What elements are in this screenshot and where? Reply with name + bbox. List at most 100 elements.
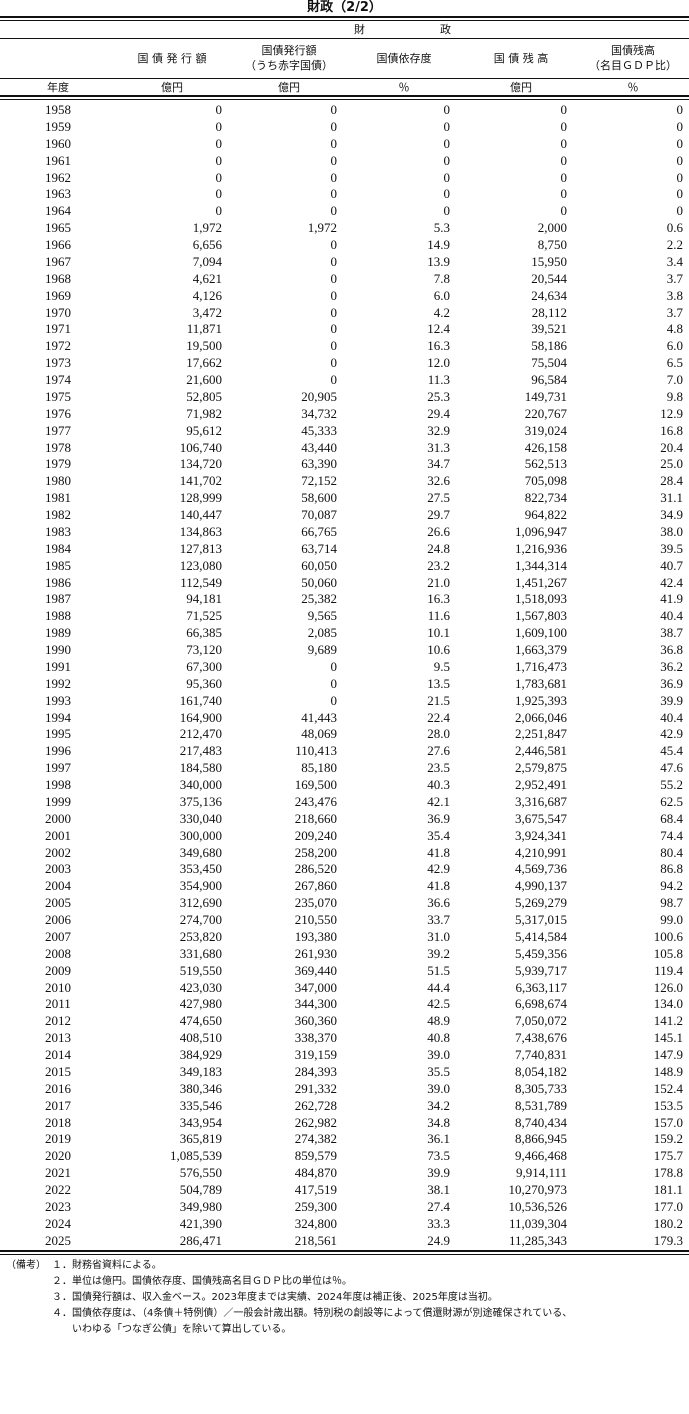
table-row: 1995 212,470 48,069 28.0 2,251,847 42.9 bbox=[0, 726, 689, 743]
cell-issuance: 274,700 bbox=[179, 912, 222, 927]
table-bottom-rule bbox=[0, 1250, 689, 1255]
cell-outstanding: 1,451,267 bbox=[515, 574, 567, 590]
cell-outstanding: 7,740,831 bbox=[515, 1047, 567, 1062]
table-row: 2022 504,789 417,519 38.1 10,270,973 181.1 bbox=[0, 1182, 689, 1199]
note-item: いわゆる「つなぎ公債」を除いて算出している。 bbox=[52, 1324, 292, 1335]
cell-dependency: 25.3 bbox=[427, 388, 450, 404]
cell-gdp-ratio: 0 bbox=[676, 203, 684, 219]
cell-outstanding: 11,285,343 bbox=[508, 1232, 567, 1248]
cell-outstanding: 2,579,875 bbox=[515, 760, 567, 776]
cell-issuance: 1,085,539 bbox=[170, 1148, 222, 1164]
cell-deficit-bonds: 0 bbox=[330, 135, 338, 151]
note-item: ２．単位は億円。国債依存度、国債残高名目ＧＤＰ比の単位は％。 bbox=[52, 1276, 352, 1287]
cell-year: 1967 bbox=[45, 253, 71, 269]
cell-issuance: 66,385 bbox=[186, 625, 222, 641]
notes-label: （備考） bbox=[6, 1260, 46, 1271]
cell-deficit-bonds: 259,300 bbox=[294, 1198, 337, 1214]
cell-issuance: 52,805 bbox=[186, 388, 222, 404]
cell-issuance: 312,690 bbox=[179, 895, 222, 911]
cell-deficit-bonds: 859,579 bbox=[294, 1148, 337, 1164]
cell-deficit-bonds: 0 bbox=[330, 372, 338, 387]
cell-dependency: 0 bbox=[443, 118, 451, 134]
cell-issuance: 335,546 bbox=[179, 1097, 222, 1113]
cell-year: 1976 bbox=[45, 405, 71, 421]
table-row: 1992 95,360 0 13.5 1,783,681 36.9 bbox=[0, 676, 689, 693]
cell-issuance: 212,470 bbox=[179, 726, 222, 742]
cell-dependency: 22.4 bbox=[427, 709, 450, 725]
cell-deficit-bonds: 70,087 bbox=[301, 507, 337, 522]
cell-gdp-ratio: 36.9 bbox=[660, 675, 683, 691]
column-header-dependency: 国債依存度 bbox=[376, 52, 432, 65]
cell-year: 1982 bbox=[45, 507, 71, 522]
cell-gdp-ratio: 42.4 bbox=[660, 574, 683, 590]
cell-year: 1999 bbox=[45, 793, 71, 809]
cell-outstanding: 28,112 bbox=[531, 304, 567, 320]
cell-year: 1992 bbox=[45, 675, 71, 691]
cell-deficit-bonds: 218,660 bbox=[294, 810, 337, 826]
header-top-rule bbox=[0, 16, 689, 21]
cell-year: 1972 bbox=[45, 338, 71, 354]
cell-gdp-ratio: 0 bbox=[676, 102, 684, 117]
cell-issuance: 134,863 bbox=[179, 523, 222, 539]
cell-gdp-ratio: 40.4 bbox=[660, 608, 683, 624]
table-row: 1973 17,662 0 12.0 75,504 6.5 bbox=[0, 355, 689, 372]
cell-issuance: 184,580 bbox=[179, 760, 222, 776]
cell-issuance: 21,600 bbox=[186, 372, 222, 387]
unit-issuance: 億円 bbox=[161, 81, 183, 94]
cell-year: 1993 bbox=[45, 692, 71, 708]
cell-deficit-bonds: 284,393 bbox=[294, 1063, 337, 1079]
cell-gdp-ratio: 28.4 bbox=[660, 473, 683, 489]
table-row: 2012 474,650 360,360 48.9 7,050,072 141.2 bbox=[0, 1013, 689, 1030]
table-row: 2023 349,980 259,300 27.4 10,536,526 177.0 bbox=[0, 1199, 689, 1216]
unit-gdp-ratio: ％ bbox=[627, 81, 639, 94]
table-row: 2017 335,546 262,728 34.2 8,531,789 153.5 bbox=[0, 1098, 689, 1115]
cell-outstanding: 8,054,182 bbox=[515, 1063, 567, 1079]
cell-year: 1981 bbox=[45, 490, 71, 506]
cell-issuance: 504,789 bbox=[179, 1182, 222, 1197]
cell-outstanding: 220,767 bbox=[524, 405, 567, 421]
cell-year: 1991 bbox=[45, 658, 71, 674]
cell-outstanding: 5,939,717 bbox=[515, 962, 567, 978]
cell-outstanding: 5,459,356 bbox=[515, 945, 567, 961]
cell-issuance: 343,954 bbox=[179, 1114, 222, 1130]
cell-dependency: 27.4 bbox=[427, 1198, 450, 1214]
table-row: 1987 94,181 25,382 16.3 1,518,093 41.9 bbox=[0, 591, 689, 608]
cell-year: 1962 bbox=[45, 169, 71, 185]
group-header-char-2: 政 bbox=[440, 23, 451, 36]
cell-year: 2025 bbox=[45, 1232, 71, 1248]
cell-outstanding: 2,952,491 bbox=[515, 777, 567, 792]
cell-deficit-bonds: 2,085 bbox=[307, 625, 337, 641]
cell-deficit-bonds: 0 bbox=[330, 287, 338, 303]
cell-deficit-bonds: 50,060 bbox=[301, 574, 337, 590]
cell-gdp-ratio: 0 bbox=[676, 169, 684, 185]
cell-issuance: 427,980 bbox=[179, 996, 222, 1012]
cell-dependency: 35.4 bbox=[427, 827, 450, 843]
cell-outstanding: 1,518,093 bbox=[515, 591, 567, 607]
cell-dependency: 10.1 bbox=[427, 625, 450, 641]
cell-issuance: 217,483 bbox=[179, 743, 222, 759]
cell-outstanding: 4,569,736 bbox=[515, 861, 567, 877]
cell-dependency: 31.3 bbox=[427, 439, 450, 455]
cell-gdp-ratio: 36.8 bbox=[660, 642, 683, 657]
table-row: 1958 0 0 0 0 0 bbox=[0, 102, 689, 119]
cell-gdp-ratio: 62.5 bbox=[660, 793, 683, 809]
cell-gdp-ratio: 3.7 bbox=[666, 270, 683, 286]
cell-outstanding: 5,317,015 bbox=[515, 912, 567, 927]
column-header-outstanding: 国 債 残 高 bbox=[493, 52, 549, 65]
table-row: 1994 164,900 41,443 22.4 2,066,046 40.4 bbox=[0, 710, 689, 727]
table-row: 1976 71,982 34,732 29.4 220,767 12.9 bbox=[0, 406, 689, 423]
table-row: 1963 0 0 0 0 0 bbox=[0, 186, 689, 203]
cell-issuance: 71,525 bbox=[186, 608, 222, 624]
cell-outstanding: 2,251,847 bbox=[515, 726, 567, 742]
cell-deficit-bonds: 274,382 bbox=[294, 1131, 337, 1147]
cell-dependency: 41.8 bbox=[427, 844, 450, 860]
cell-year: 1984 bbox=[45, 540, 71, 556]
cell-dependency: 12.4 bbox=[427, 321, 450, 337]
cell-deficit-bonds: 369,440 bbox=[294, 962, 337, 978]
cell-deficit-bonds: 34,732 bbox=[301, 405, 337, 421]
cell-deficit-bonds: 243,476 bbox=[294, 793, 337, 809]
cell-deficit-bonds: 60,050 bbox=[301, 557, 337, 573]
cell-year: 1983 bbox=[45, 523, 71, 539]
cell-outstanding: 4,210,991 bbox=[515, 844, 567, 860]
cell-dependency: 29.4 bbox=[427, 405, 450, 421]
